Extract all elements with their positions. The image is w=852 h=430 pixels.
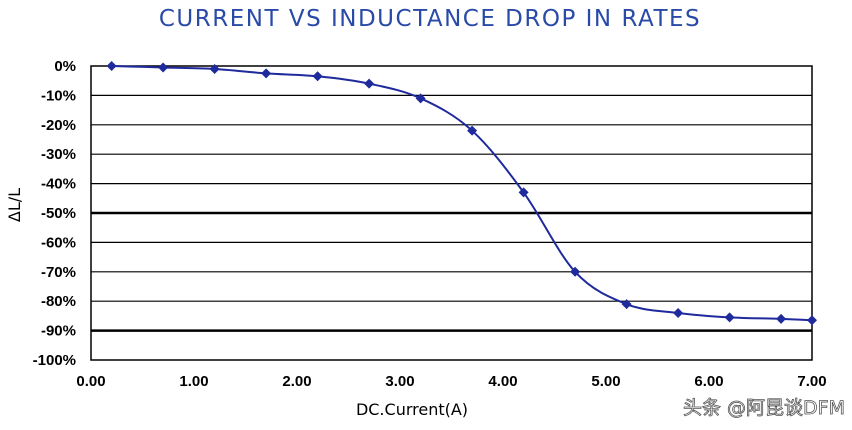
- data-point: [158, 62, 169, 73]
- x-tick-label: 7.00: [797, 373, 826, 390]
- y-tick-label: -80%: [41, 293, 76, 310]
- x-tick-label: 0.00: [76, 373, 105, 390]
- data-point: [415, 93, 426, 104]
- watermark: 头条 @阿昆谈DFM: [683, 397, 845, 419]
- y-tick-label: 0%: [54, 58, 76, 75]
- data-point: [467, 125, 478, 136]
- data-point: [261, 68, 272, 79]
- data-point: [106, 61, 117, 71]
- data-point: [518, 187, 529, 198]
- data-point: [364, 78, 375, 89]
- x-tick-label: 5.00: [591, 373, 620, 390]
- y-tick-labels: 0% -10% -20% -30% -40% -50% -60% -70% -80% -90% -1…: [33, 58, 76, 369]
- grid: [91, 94, 812, 332]
- x-tick-label: 3.00: [385, 373, 414, 390]
- y-axis-label: ΔL/L: [5, 188, 24, 222]
- y-tick-label: -50%: [41, 205, 76, 222]
- data-point: [312, 71, 323, 82]
- data-point: [570, 266, 581, 277]
- y-tick-label: -30%: [41, 146, 76, 163]
- x-tick-label: 2.00: [282, 373, 311, 390]
- data-point: [621, 299, 632, 310]
- y-tick-label: -40%: [41, 176, 76, 193]
- data-point: [807, 315, 817, 326]
- plot-frame: [90, 65, 813, 361]
- x-tick-label: 1.00: [179, 373, 208, 390]
- data-point: [673, 307, 684, 318]
- y-tick-label: -100%: [33, 352, 76, 369]
- chart-title: CURRENT VS INDUCTANCE DROP IN RATES: [159, 6, 701, 32]
- x-tick-labels: 0.00 1.00 2.00 3.00 4.00 5.00 6.00 7.00: [76, 373, 826, 390]
- data-points: [106, 61, 817, 326]
- x-tick-label: 4.00: [488, 373, 517, 390]
- y-tick-label: -70%: [41, 264, 76, 281]
- y-tick-label: -10%: [41, 87, 76, 104]
- data-point: [209, 63, 220, 74]
- x-tick-label: 6.00: [694, 373, 723, 390]
- y-tick-label: -20%: [41, 117, 76, 134]
- data-point: [724, 312, 735, 323]
- y-tick-label: -90%: [41, 323, 76, 340]
- x-axis-label: DC.Current(A): [356, 400, 468, 419]
- data-point: [776, 313, 787, 324]
- y-tick-label: -60%: [41, 234, 76, 251]
- series-line: [111, 65, 813, 322]
